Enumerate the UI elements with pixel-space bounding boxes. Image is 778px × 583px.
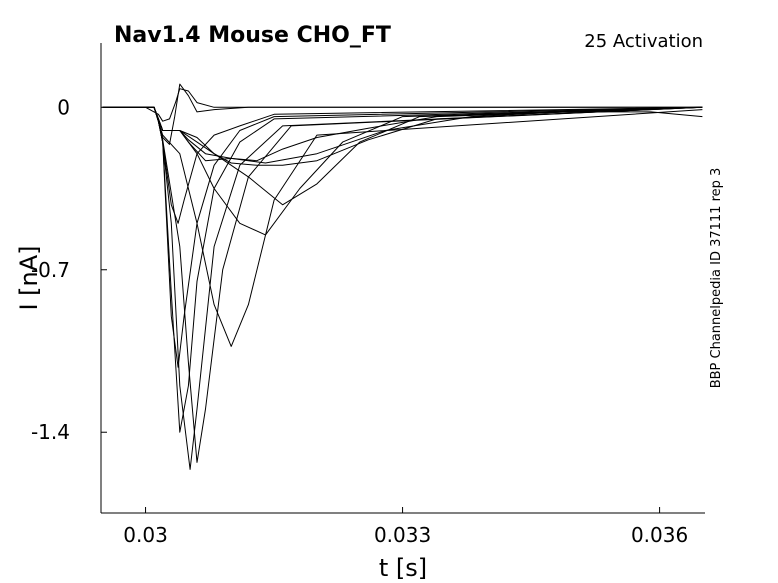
chart-subtitle: 25 Activation — [584, 31, 703, 52]
x-tick-label: 0.033 — [374, 523, 431, 547]
x-axis-label: t [s] — [379, 554, 427, 582]
x-tick-label: 0.036 — [631, 523, 688, 547]
y-axis-label: I [nA] — [15, 245, 43, 310]
chart-title: Nav1.4 Mouse CHO_FT — [114, 23, 391, 48]
side-label: BBP Channelpedia ID 37111 rep 3 — [709, 168, 724, 389]
trace-1 — [102, 88, 703, 122]
trace-13 — [102, 106, 703, 162]
y-tick-label: -1.4 — [31, 420, 70, 444]
traces — [102, 83, 703, 470]
trace-5 — [102, 106, 703, 433]
x-tick-label: 0.03 — [123, 523, 168, 547]
y-tick-label: 0 — [57, 95, 70, 119]
y-tick-label: -0.7 — [31, 258, 70, 282]
x-ticks: 0.03 0.033 0.036 — [123, 507, 688, 547]
y-ticks: 0 -0.7 -1.4 — [31, 95, 107, 444]
trace-7 — [102, 106, 703, 463]
trace-8 — [102, 106, 703, 347]
